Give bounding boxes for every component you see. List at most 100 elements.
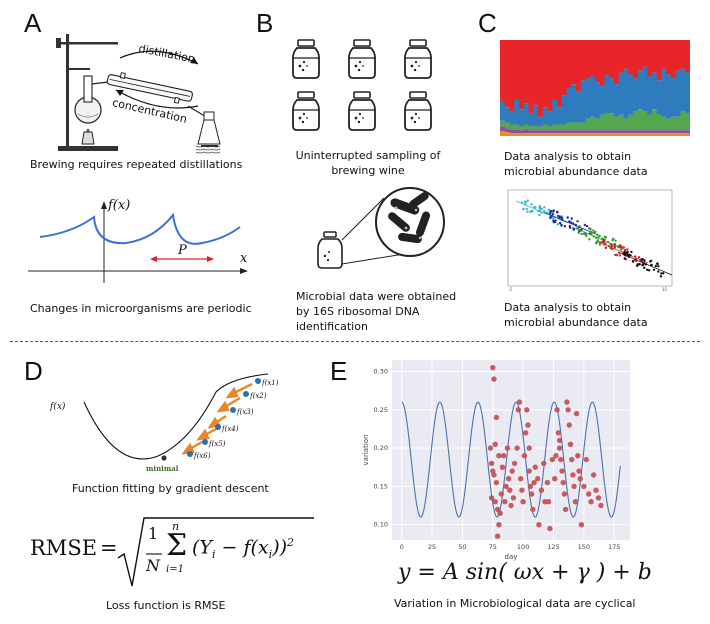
cluster-point [613,245,616,249]
data-point [559,468,565,474]
data-point [501,453,507,459]
data-point [562,506,569,513]
abundance-bar-segment [552,133,558,136]
distillation-apparatus-illustration [56,34,221,154]
abundance-bar-segment [671,40,677,79]
abundance-bar-segment [637,40,643,71]
x-tick-label: 0 [400,543,404,551]
abundance-bar-segment [533,126,539,131]
data-point [525,422,531,428]
sample-jars-grid [292,39,432,131]
x-tick-label: 100 [517,543,529,551]
abundance-bar-segment [576,130,582,134]
abundance-bar-segment [656,133,662,136]
period-label: P [178,243,187,258]
abundance-bar-segment [514,129,520,134]
abundance-bar-segment [642,111,648,131]
abundance-bar-segment [685,40,690,73]
abundance-bar-segment [542,124,548,131]
rmse-sub-i-2: i [268,548,273,562]
abundance-bar-segment [566,40,572,88]
cluster-point [617,251,621,254]
cluster-point [598,234,601,238]
abundance-bar-segment [561,124,567,131]
abundance-bar-segment [595,82,601,119]
y-tick-label: 0.25 [374,406,388,414]
data-point [583,456,589,463]
data-point [555,430,562,436]
abundance-bar-segment [633,78,639,112]
abundance-bar-segment [504,40,510,108]
cluster-point [614,239,617,242]
data-point [554,407,560,413]
cluster-point [580,232,583,236]
abundance-bar-segment [637,109,643,131]
abundance-bar-segment [571,130,577,134]
data-point [552,476,558,482]
cluster-point [554,220,557,223]
data-point [547,525,553,532]
abundance-bar-segment [566,88,572,123]
cluster-point [578,225,581,228]
abundance-bar-segment [585,118,591,131]
sine-fit-line [401,401,621,518]
abundance-bar-segment [523,133,529,136]
abundance-bar-segment [647,133,653,136]
cluster-point [649,260,652,263]
abundance-bar-segment [547,40,553,112]
abundance-caption-2: Data analysis to obtain microbial abunda… [504,300,648,330]
abundance-bar-segment [628,130,634,134]
cluster-point [647,269,651,272]
cluster-point [566,216,569,219]
cluster-point [596,239,600,242]
data-point [560,479,566,486]
cluster-point [640,258,643,261]
data-point [577,476,583,482]
data-point [514,445,520,451]
y-tick-label: 0.10 [374,521,388,529]
data-point [497,510,503,516]
abundance-bar-segment [519,40,525,110]
abundance-bar-segment [652,72,658,110]
data-point [493,414,500,421]
abundance-bar-segment [557,130,563,134]
cluster-trend-line [595,240,649,264]
rmse-body-open: (Y [192,536,212,559]
wave-ylabel: f(x) [108,198,131,213]
cluster-point [623,257,626,260]
abundance-bar-segment [528,112,534,127]
abundance-bar-segment [604,112,610,131]
abundance-bar-segment [557,124,563,131]
data-point [527,483,534,490]
cluster-point [583,223,586,227]
data-point [526,445,532,451]
abundance-bar-segment [614,116,620,131]
abundance-bar-segment [509,111,515,125]
abundance-bar-segment [618,133,624,136]
abundance-bar-segment [675,130,681,134]
data-point [586,491,592,497]
rmse-sum-top: n [172,520,180,533]
minimal-label: minimal [146,464,179,473]
data-point [492,499,498,505]
abundance-bar-segment [680,40,686,69]
cluster-point [552,219,555,222]
cluster-point [656,262,659,266]
cluster-point [563,225,567,228]
abundance-bar-segment [528,133,534,136]
abundance-bar-segment [675,116,681,131]
abundance-bar-segment [566,130,572,134]
data-point [572,499,579,505]
rmse-body: (Yi − f(xi))2 [192,536,294,561]
cluster-point [637,256,641,259]
cluster-point [622,246,625,249]
data-point [521,453,528,459]
abundance-bar-segment [580,80,586,123]
data-point [505,476,512,482]
abundance-bar-segment [542,40,548,108]
abundance-bar-segment [599,133,605,136]
data-point [532,464,538,470]
cluster-point [643,259,646,262]
cluster-point [623,250,626,254]
abundance-bar-segment [561,130,567,134]
